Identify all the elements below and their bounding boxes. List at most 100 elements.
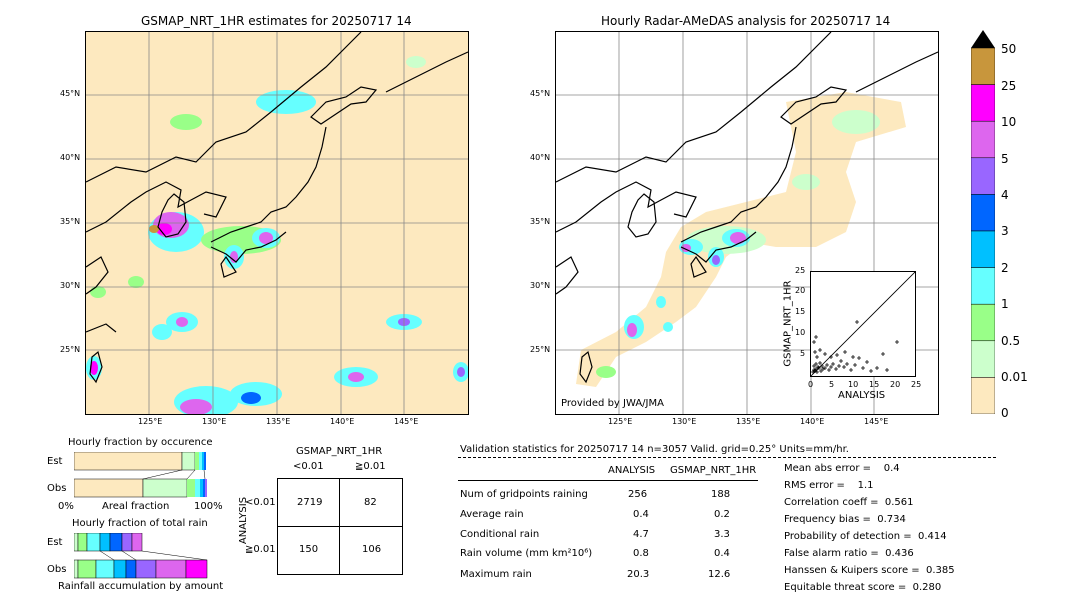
scatter-inset — [810, 271, 916, 377]
scatter-point — [842, 365, 846, 369]
colorbar-label: 0 — [1001, 406, 1009, 420]
left-lat-tick: 25°N — [60, 345, 81, 354]
scatter-point — [869, 369, 873, 373]
scatter-point — [895, 340, 899, 344]
colorbar-label: 2 — [1001, 261, 1009, 275]
scatter-point — [820, 364, 824, 368]
scatter-xtick: 25 — [911, 380, 922, 389]
validation-header: Validation statistics for 20250717 14 n=… — [460, 444, 849, 455]
left-lat-tick: 40°N — [60, 153, 81, 162]
contingency-cell: 82 — [364, 497, 377, 508]
left-map-canvas — [86, 32, 468, 414]
scatter-point — [814, 367, 818, 371]
validation-row-analysis: 0.8 — [633, 548, 649, 559]
contingency-grid: 2719 82 150 106 — [277, 478, 403, 575]
occurrence-bars — [73, 451, 207, 498]
contingency-cell: 106 — [362, 544, 382, 555]
scatter-point — [843, 350, 847, 354]
validation-col-header: GSMAP_NRT_1HR — [670, 465, 757, 476]
colorbar-swatch — [970, 120, 996, 159]
scatter-ytick: 15 — [795, 307, 806, 316]
validation-row-gsmap: 0.2 — [714, 509, 730, 520]
validation-divider — [458, 457, 996, 458]
left-lat-tick: 45°N — [60, 89, 81, 98]
contingency-row-label: <0.01 — [245, 497, 276, 508]
scatter-point — [865, 360, 869, 364]
colorbar-extend-arrow — [971, 30, 995, 48]
scatter-xtick: 0 — [808, 380, 814, 389]
scatter-xlabel: ANALYSIS — [838, 390, 886, 401]
occurrence-obs-label: Obs — [47, 483, 67, 494]
validation-row-label: Average rain — [460, 509, 524, 520]
contingency-title: GSMAP_NRT_1HR — [296, 446, 383, 457]
scatter-point — [818, 361, 822, 365]
score-hk: Hanssen & Kuipers score = 0.385 — [784, 565, 955, 576]
scatter-point — [835, 353, 839, 357]
contingency-col-label: ≧0.01 — [355, 461, 386, 472]
validation-row-gsmap: 12.6 — [708, 569, 731, 580]
left-map-title: GSMAP_NRT_1HR estimates for 20250717 14 — [141, 14, 412, 28]
contingency-col-label: <0.01 — [293, 461, 324, 472]
right-coastline — [556, 32, 938, 384]
occurrence-axis-right: 100% — [194, 501, 223, 512]
right-lon-tick: 135°E — [736, 417, 761, 426]
scatter-point — [829, 355, 833, 359]
left-lat-tick: 30°N — [60, 281, 81, 290]
scatter-point — [823, 366, 827, 370]
scatter-xtick: 5 — [829, 380, 835, 389]
scatter-point — [831, 362, 835, 366]
score-rmse: RMS error = 1.1 — [784, 480, 874, 491]
score-mae: Mean abs error = 0.4 — [784, 463, 900, 474]
right-map-canvas — [556, 32, 938, 414]
colorbar-swatch — [970, 303, 996, 342]
validation-col-underline — [458, 480, 758, 481]
scatter-point — [829, 365, 833, 369]
scatter-xtick: 15 — [869, 380, 880, 389]
colorbar-swatch — [970, 230, 996, 268]
scatter-point — [819, 369, 823, 373]
scatter-point — [816, 365, 820, 369]
occurrence-est-label: Est — [47, 456, 63, 467]
colorbar-swatch — [970, 194, 996, 232]
scatter-diagonal — [810, 271, 916, 377]
validation-row-label: Maximum rain — [460, 569, 532, 580]
scatter-point — [839, 359, 843, 363]
scatter-point — [851, 355, 855, 359]
scatter-xtick: 10 — [848, 380, 859, 389]
colorbar-swatch — [970, 340, 996, 378]
left-lon-tick: 140°E — [330, 417, 355, 426]
scatter-point — [861, 366, 865, 370]
occurrence-axis-left: 0% — [58, 501, 74, 512]
validation-row-gsmap: 0.4 — [714, 548, 730, 559]
data-credit: Provided by JWA/JMA — [561, 398, 664, 409]
colorbar-swatch — [970, 47, 996, 85]
right-lon-tick: 145°E — [864, 417, 889, 426]
colorbar-label: 4 — [1001, 188, 1009, 202]
scatter-point — [853, 363, 857, 367]
colorbar-label: 0.01 — [1001, 370, 1028, 384]
score-pod: Probability of detection = 0.414 — [784, 531, 947, 542]
right-lat-tick: 25°N — [530, 345, 551, 354]
right-lat-tick: 40°N — [530, 153, 551, 162]
scatter-point — [812, 340, 816, 344]
contingency-cell: 2719 — [297, 497, 323, 508]
amount-bars — [73, 532, 208, 579]
scatter-plot — [810, 271, 916, 377]
validation-row-analysis: 20.3 — [627, 569, 650, 580]
colorbar-swatch — [970, 157, 996, 195]
scatter-point — [837, 364, 841, 368]
scatter-point — [849, 368, 853, 372]
colorbar-swatches — [970, 30, 996, 415]
colorbar-label: 3 — [1001, 224, 1009, 238]
scatter-point — [845, 362, 849, 366]
scatter-point — [815, 370, 819, 374]
validation-row-analysis: 0.4 — [633, 509, 649, 520]
contingency-cell: 150 — [299, 544, 319, 555]
amount-chart — [73, 532, 208, 579]
scatter-point — [881, 352, 885, 356]
validation-row-label: Num of gridpoints raining — [460, 489, 588, 500]
scatter-point — [885, 368, 889, 372]
right-lat-tick: 45°N — [530, 89, 551, 98]
colorbar-label: 0.5 — [1001, 334, 1021, 348]
left-lon-tick: 145°E — [394, 417, 419, 426]
